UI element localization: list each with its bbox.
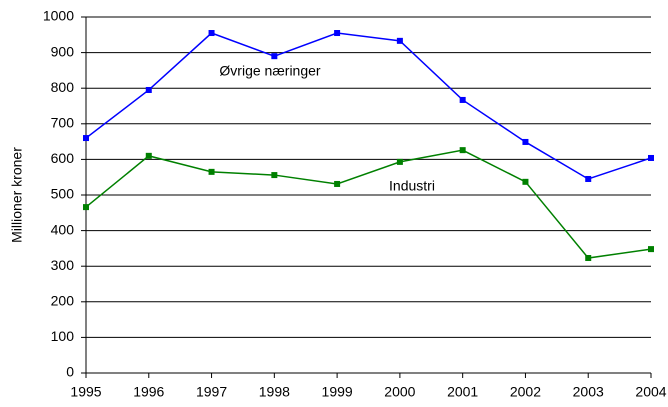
point xyxy=(585,255,592,262)
x-tick-label: 1995 xyxy=(70,384,101,400)
x-tick-label: 1998 xyxy=(259,384,290,400)
point xyxy=(522,138,529,145)
point xyxy=(334,30,341,37)
x-tick-label: 2002 xyxy=(510,384,541,400)
y-tick-label: 1000 xyxy=(43,8,74,24)
y-tick-label: 200 xyxy=(51,293,75,309)
series-label: Industri xyxy=(389,178,435,194)
y-tick-label: 300 xyxy=(51,257,75,273)
y-tick-label: 800 xyxy=(51,79,75,95)
point xyxy=(271,53,278,60)
x-tick-label: 1997 xyxy=(196,384,227,400)
point xyxy=(396,37,403,44)
point xyxy=(459,96,466,103)
y-tick-label: 500 xyxy=(51,186,75,202)
point xyxy=(585,175,592,182)
point xyxy=(459,147,466,154)
y-tick-label: 0 xyxy=(66,364,74,380)
x-tick-label: 2000 xyxy=(384,384,415,400)
point xyxy=(522,178,529,185)
x-tick-label: 2004 xyxy=(635,384,666,400)
x-tick-label: 1999 xyxy=(322,384,353,400)
y-tick-label: 600 xyxy=(51,150,75,166)
point xyxy=(648,246,654,253)
point xyxy=(334,180,341,187)
point xyxy=(83,135,89,142)
x-tick-label: 2003 xyxy=(573,384,604,400)
y-tick-label: 700 xyxy=(51,115,75,131)
point xyxy=(271,172,278,179)
series-line xyxy=(85,32,652,180)
y-axis-label: Millioner kroner xyxy=(9,147,25,243)
series-line xyxy=(85,149,652,259)
point xyxy=(145,152,152,159)
point xyxy=(83,204,89,211)
series-label: Øvrige næringer xyxy=(219,63,320,79)
point xyxy=(648,154,654,161)
y-tick-label: 100 xyxy=(51,328,75,344)
point xyxy=(208,168,215,175)
y-tick-label: 400 xyxy=(51,221,75,237)
x-tick-label: 1996 xyxy=(133,384,164,400)
point xyxy=(145,86,152,93)
y-tick-label: 900 xyxy=(51,43,75,59)
x-tick-label: 2001 xyxy=(447,384,478,400)
point xyxy=(208,30,215,37)
point xyxy=(396,158,403,165)
